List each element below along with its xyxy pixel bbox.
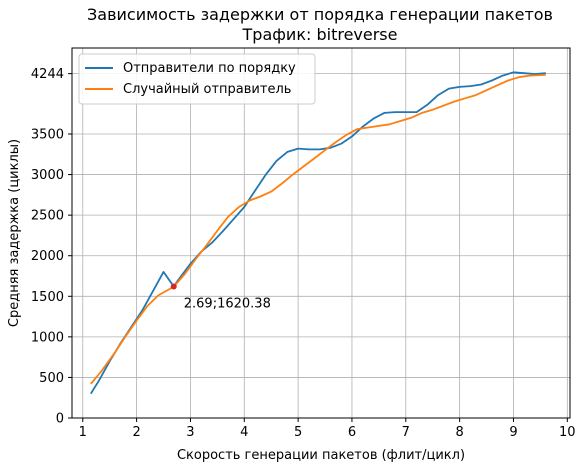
x-tick-label: 5 [294, 425, 302, 440]
y-axis-ticks: 0 500 1000 1500 2000 2500 3000 3500 4244 [31, 67, 72, 427]
annotation-point [170, 283, 177, 290]
y-tick-label: 1500 [31, 290, 64, 305]
x-tick-label: 10 [559, 425, 576, 440]
chart-title: Зависимость задержки от порядка генераци… [87, 5, 553, 24]
x-tick-label: 1 [79, 425, 87, 440]
legend-label-in-order: Отправители по порядку [123, 61, 296, 76]
x-axis-ticks: 1 2 3 4 5 6 7 8 9 10 [79, 418, 576, 440]
series-lines [90, 71, 546, 395]
y-tick-label: 0 [56, 412, 64, 427]
x-tick-label: 7 [402, 425, 410, 440]
annotation-label: 2.69;1620.38 [184, 297, 271, 312]
legend: Отправители по порядку Случайный отправи… [78, 53, 316, 105]
series-line-random [90, 73, 546, 385]
legend-label-random: Случайный отправитель [123, 82, 291, 97]
y-tick-label: 2000 [31, 249, 64, 264]
y-axis-label: Средняя задержка (циклы) [7, 139, 22, 327]
y-tick-label: 4244 [31, 67, 64, 82]
y-tick-label: 500 [39, 371, 64, 386]
x-axis-label: Скорость генерации пакетов (флит/цикл) [177, 448, 465, 463]
y-tick-label: 2500 [31, 209, 64, 224]
series-line-in-order [90, 71, 546, 395]
plot-frame [71, 47, 571, 419]
chart-subtitle: Трафик: bitreverse [242, 25, 398, 44]
annotation-group: 2.69;1620.38 [170, 283, 271, 312]
y-tick-label: 1000 [31, 330, 64, 345]
y-tick-label: 3500 [31, 128, 64, 143]
x-tick-label: 8 [455, 425, 463, 440]
legend-box [78, 53, 316, 105]
y-tick-label: 3000 [31, 168, 64, 183]
x-tick-label: 6 [348, 425, 356, 440]
x-tick-label: 3 [186, 425, 194, 440]
x-tick-label: 9 [509, 425, 517, 440]
x-tick-label: 4 [240, 425, 248, 440]
x-tick-label: 2 [132, 425, 140, 440]
